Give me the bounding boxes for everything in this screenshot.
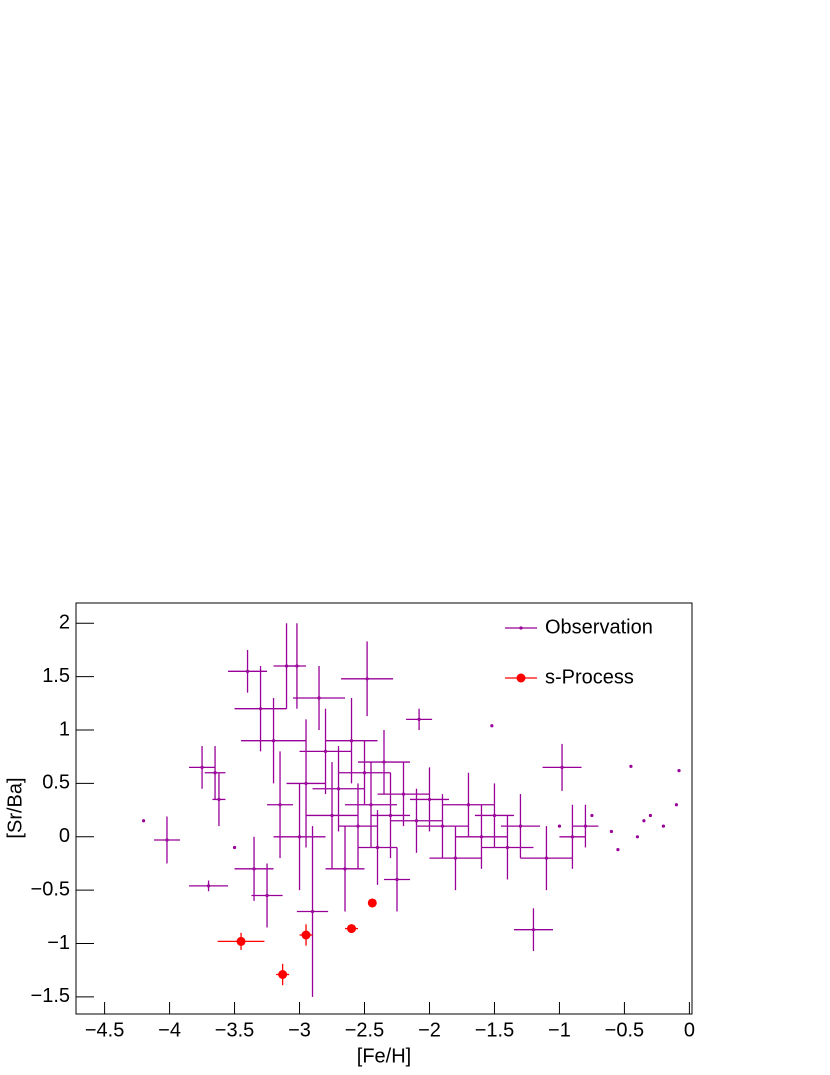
x-tick-label: −0.5 bbox=[605, 1019, 644, 1041]
data-point bbox=[217, 797, 221, 802]
data-point bbox=[362, 771, 367, 775]
data-point bbox=[440, 824, 445, 828]
legend-marker bbox=[519, 626, 523, 630]
data-point bbox=[343, 867, 347, 871]
data-point bbox=[265, 893, 269, 898]
data-point bbox=[232, 845, 237, 850]
data-point bbox=[648, 813, 653, 818]
y-tick-label: −1 bbox=[47, 932, 70, 954]
data-point bbox=[414, 819, 419, 823]
data-point bbox=[417, 717, 421, 721]
data-point bbox=[674, 803, 679, 807]
data-point bbox=[557, 824, 562, 828]
data-point bbox=[466, 803, 471, 807]
data-point bbox=[583, 824, 588, 828]
data-point bbox=[453, 856, 458, 860]
data-point bbox=[375, 845, 380, 850]
plot-frame bbox=[75, 602, 693, 1015]
y-tick-label: 0 bbox=[59, 825, 70, 847]
data-point bbox=[245, 669, 250, 673]
x-axis-label: [Fe/H] bbox=[357, 1045, 411, 1067]
data-point bbox=[304, 781, 308, 786]
data-point bbox=[677, 769, 681, 773]
data-point bbox=[330, 813, 334, 818]
data-point bbox=[141, 819, 146, 823]
data-point bbox=[531, 928, 536, 932]
y-tick-label: 1.5 bbox=[42, 665, 70, 687]
y-tick-label: −1.5 bbox=[31, 985, 70, 1007]
y-tick-label: 2 bbox=[59, 612, 70, 634]
x-tick-label: −3 bbox=[288, 1019, 311, 1041]
data-point bbox=[401, 792, 406, 796]
legend-label: Observation bbox=[545, 616, 653, 638]
data-point bbox=[395, 877, 399, 882]
data-point bbox=[427, 797, 432, 802]
data-point bbox=[206, 884, 211, 888]
x-tick-label: −2.5 bbox=[345, 1019, 384, 1041]
data-point bbox=[310, 909, 315, 914]
data-point bbox=[271, 739, 276, 743]
data-point bbox=[642, 819, 646, 823]
data-point bbox=[200, 765, 204, 770]
x-tick-label: −4.5 bbox=[85, 1019, 124, 1041]
data-point bbox=[165, 838, 169, 842]
data-point bbox=[635, 835, 640, 839]
data-point bbox=[252, 867, 256, 871]
data-point bbox=[323, 749, 328, 753]
x-tick-label: −3.5 bbox=[215, 1019, 254, 1041]
data-point bbox=[544, 856, 549, 860]
data-point bbox=[590, 813, 594, 818]
y-axis-label: [Sr/Ba] bbox=[4, 777, 26, 838]
data-point bbox=[560, 765, 564, 770]
y-tick-label: 1 bbox=[59, 718, 70, 740]
data-point bbox=[479, 835, 484, 839]
x-tick-label: 0 bbox=[684, 1019, 695, 1041]
data-point bbox=[609, 829, 614, 834]
data-point bbox=[570, 835, 575, 839]
data-point bbox=[661, 824, 666, 828]
x-tick-label: −1 bbox=[548, 1019, 571, 1041]
data-point bbox=[349, 739, 354, 743]
y-tick-label: −0.5 bbox=[31, 878, 70, 900]
data-point bbox=[369, 803, 373, 807]
data-point bbox=[382, 760, 386, 764]
legend-label: s-Process bbox=[545, 666, 634, 688]
data-point bbox=[388, 813, 393, 818]
data-point bbox=[236, 936, 246, 946]
data-point bbox=[616, 848, 620, 852]
data-point bbox=[284, 664, 289, 668]
data-point bbox=[629, 764, 633, 768]
data-point bbox=[278, 970, 288, 980]
data-point bbox=[295, 664, 299, 668]
legend-marker bbox=[516, 673, 526, 683]
data-point bbox=[505, 845, 510, 850]
data-point bbox=[518, 824, 523, 828]
data-point bbox=[336, 787, 341, 791]
data-point bbox=[258, 707, 263, 711]
x-tick-label: −4 bbox=[158, 1019, 181, 1041]
data-point bbox=[347, 924, 357, 934]
data-point bbox=[492, 813, 497, 818]
data-point bbox=[490, 724, 494, 728]
data-point bbox=[213, 771, 217, 775]
data-point bbox=[278, 803, 282, 807]
data-point bbox=[365, 677, 369, 681]
y-tick-label: 0.5 bbox=[42, 772, 70, 794]
data-point bbox=[301, 930, 311, 940]
x-tick-label: −2 bbox=[418, 1019, 441, 1041]
data-point bbox=[317, 696, 321, 700]
data-point bbox=[356, 824, 360, 828]
data-point bbox=[297, 835, 302, 839]
x-tick-label: −1.5 bbox=[475, 1019, 514, 1041]
data-point bbox=[367, 898, 377, 908]
